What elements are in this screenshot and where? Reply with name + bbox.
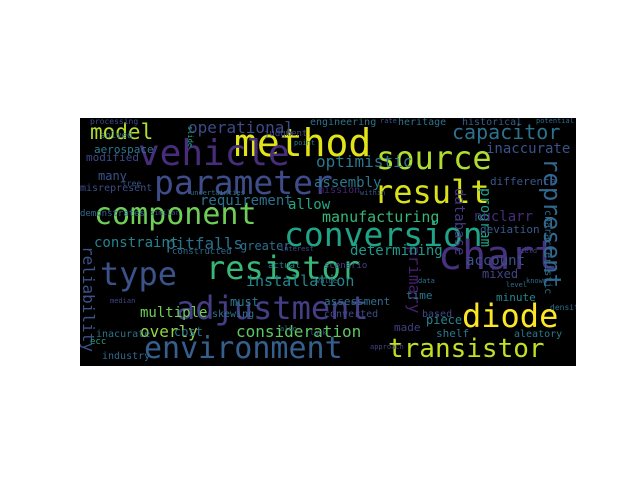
cloud-word-misrepresent: misrepresent <box>80 183 153 194</box>
cloud-word-based: based <box>422 309 453 320</box>
cloud-word-model: model <box>90 120 154 144</box>
cloud-word-environment: environment <box>144 331 343 366</box>
cloud-word-greater: greater <box>240 239 291 253</box>
cloud-word-piece: piece <box>426 313 463 327</box>
cloud-word-tree: tree <box>122 179 142 188</box>
cloud-word-field: field <box>516 247 538 255</box>
word-cloud: method vehicle source parameter result compon… <box>80 118 576 366</box>
cloud-word-processing: processing <box>90 118 139 126</box>
cloud-word-scenario: scenario <box>324 261 368 271</box>
cloud-word-known: known <box>526 277 548 285</box>
cloud-word-installation: installation <box>246 272 355 290</box>
cloud-word-diode: diode <box>462 297 559 335</box>
cloud-word-converted: converted <box>324 309 379 320</box>
cloud-word-rate: rate <box>380 118 397 125</box>
cloud-word-level: level <box>506 281 528 289</box>
cloud-word-allow: allow <box>288 197 331 213</box>
cloud-word-difference: difference <box>490 175 557 188</box>
cloud-word-chart: chart <box>438 233 559 279</box>
cloud-word-value: value <box>316 277 338 285</box>
cloud-word-heritage: heritage <box>398 118 447 128</box>
cloud-word-assembly: assembly <box>314 175 382 191</box>
cloud-word-similar: similar <box>150 209 180 217</box>
cloud-word-median: median <box>110 297 136 305</box>
cloud-word-engineering: engineering <box>310 118 377 128</box>
cloud-word-account: account <box>466 253 526 269</box>
cloud-word-point: point <box>294 139 316 147</box>
cloud-word-solved: solved <box>100 131 133 141</box>
cloud-word-minute: minute <box>496 291 536 304</box>
cloud-word-optimistic: optimistic <box>316 152 413 171</box>
cloud-word-vehicle: vehicle <box>138 133 290 174</box>
cloud-word-multiple: multiple <box>140 305 208 321</box>
cloud-word-approach: approach <box>370 343 404 351</box>
cloud-word-judgment: judgment <box>264 129 308 139</box>
cloud-word-ecc: ecc <box>90 337 107 347</box>
cloud-word-conversion: conversion <box>284 215 483 254</box>
cloud-word-adjustment: adjustment <box>176 289 369 327</box>
cloud-word-resistor: resistor <box>206 249 361 287</box>
cloud-word-slide: slide <box>186 126 194 148</box>
cloud-word-density: density <box>550 303 576 312</box>
cloud-word-aleatory: aleatory <box>514 329 563 340</box>
cloud-word-industry: industry <box>102 351 151 362</box>
cloud-word-must: must <box>230 295 259 309</box>
cloud-word-component: component <box>94 197 257 232</box>
cloud-word-source: source <box>376 139 492 177</box>
cloud-word-potential: potential <box>536 118 574 125</box>
cloud-word-within: within <box>360 189 386 197</box>
cloud-word-mission: mission <box>318 185 361 196</box>
cloud-word-data: data <box>418 277 435 285</box>
cloud-word-modified: modified <box>86 151 139 164</box>
cloud-word-constructed: constructed <box>172 247 232 257</box>
cloud-word-aerospace: aerospace <box>94 143 154 156</box>
cloud-word-requirement: requirement <box>200 193 293 209</box>
cloud-word-actual: actual <box>268 261 301 271</box>
cloud-word-deviation: deviation <box>480 223 540 236</box>
cloud-word-database: database <box>451 188 467 256</box>
cloud-word-determining: determining <box>350 243 443 259</box>
cloud-word-type: type <box>100 255 178 293</box>
cloud-word-method: method <box>234 121 372 165</box>
cloud-word-many: many <box>98 169 127 183</box>
cloud-word-interest: interest <box>280 245 314 253</box>
cloud-word-inacurate: inacurate <box>96 329 151 340</box>
cloud-word-manufacturing: manufacturing <box>322 208 440 226</box>
cloud-word-shelf: shelf <box>436 327 470 340</box>
cloud-word-nuclarr: nuclarr <box>474 209 534 225</box>
cloud-word-operational: operational <box>188 118 294 137</box>
cloud-word-consideration: consideration <box>236 322 362 341</box>
cloud-word-parameter: parameter <box>154 163 333 202</box>
cloud-word-lack: lack <box>310 329 327 337</box>
cloud-word-skewing: skewing <box>212 309 255 320</box>
cloud-word-constraint: constraint <box>94 235 179 251</box>
cloud-word-cost: cost <box>174 325 203 339</box>
cloud-word-transistor: transistor <box>388 334 545 364</box>
cloud-word-inaccurate: inaccurate <box>486 141 571 157</box>
cloud-word-assessment: assessment <box>324 295 391 308</box>
cloud-word-time: time <box>406 289 433 302</box>
cloud-word-historical: historical <box>462 118 523 128</box>
cloud-word-result: result <box>374 173 490 211</box>
cloud-word-uncertainties: uncertainties <box>190 189 245 197</box>
cloud-word-overly: overly <box>140 322 198 341</box>
cloud-word-capacitor: capacitor <box>452 120 561 144</box>
cloud-word-demonstrates: demonstrates <box>80 209 146 219</box>
cloud-word-mixed: mixed <box>482 267 519 281</box>
cloud-word-made: made <box>394 321 421 334</box>
cloud-word-pitfalls: pitfalls <box>166 234 244 253</box>
cloud-word-also: also <box>280 325 297 333</box>
